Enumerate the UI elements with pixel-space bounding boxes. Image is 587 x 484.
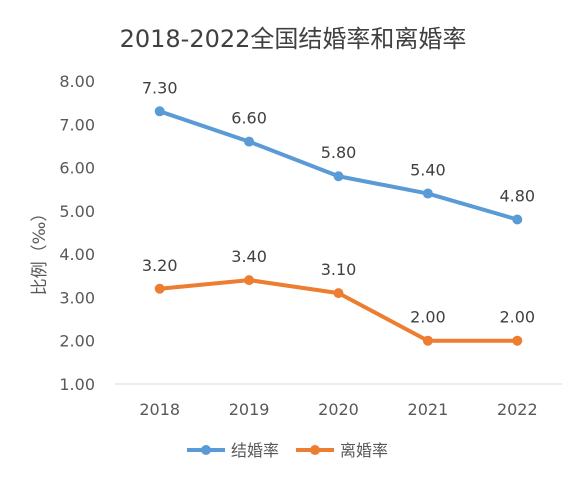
data-label: 3.10 — [321, 260, 357, 279]
data-label: 4.80 — [499, 187, 535, 206]
data-label: 3.40 — [231, 247, 267, 266]
y-tick-label: 2.00 — [59, 332, 95, 351]
data-point — [244, 136, 255, 147]
series-line — [157, 109, 520, 222]
y-tick-label: 6.00 — [59, 159, 95, 178]
y-tick-label: 7.00 — [59, 115, 95, 134]
legend-label: 离婚率 — [340, 441, 388, 460]
data-label: 2.00 — [410, 308, 446, 327]
data-label: 5.40 — [410, 161, 446, 180]
series-layer: 7.30 6.60 5.80 5.40 4.80 3.20 3.40 3.10 2.00 2.00 — [142, 78, 535, 346]
y-axis-label: 比例（‰） — [30, 205, 50, 296]
legend: 结婚率 离婚率 — [187, 441, 388, 460]
legend-marker — [201, 445, 211, 455]
x-axis-ticks: 2018 2019 2020 2021 2022 — [139, 400, 537, 419]
data-point — [244, 275, 255, 286]
y-axis-ticks: 1.00 2.00 3.00 4.00 5.00 6.00 7.00 8.00 — [59, 72, 95, 394]
x-tick-label: 2022 — [497, 400, 538, 419]
data-label: 7.30 — [142, 78, 178, 97]
legend-label: 结婚率 — [231, 441, 279, 460]
data-point — [333, 171, 344, 182]
y-tick-label: 5.00 — [59, 202, 95, 221]
data-point — [512, 335, 523, 346]
data-point — [422, 188, 433, 199]
data-point — [333, 288, 344, 299]
chart-title: 2018-2022全国结婚率和离婚率 — [120, 25, 467, 53]
x-tick-label: 2019 — [229, 400, 270, 419]
data-label: 3.20 — [142, 256, 178, 275]
legend-marker — [310, 445, 320, 455]
series-2: 3.20 3.40 3.10 2.00 2.00 — [142, 247, 535, 346]
data-point — [154, 106, 165, 117]
x-tick-label: 2018 — [139, 400, 180, 419]
y-tick-label: 8.00 — [59, 72, 95, 91]
x-tick-label: 2021 — [408, 400, 449, 419]
data-point — [512, 214, 523, 225]
data-label: 5.80 — [321, 143, 357, 162]
data-label: 6.60 — [231, 109, 267, 128]
y-tick-label: 1.00 — [59, 375, 95, 394]
y-tick-label: 4.00 — [59, 245, 95, 264]
data-label: 2.00 — [499, 308, 535, 327]
data-point — [154, 283, 165, 294]
y-tick-label: 3.00 — [59, 288, 95, 307]
data-point — [422, 335, 433, 346]
x-tick-label: 2020 — [318, 400, 359, 419]
legend-item: 结婚率 — [187, 441, 279, 460]
legend-item: 离婚率 — [296, 441, 388, 460]
series-1: 7.30 6.60 5.80 5.40 4.80 — [142, 78, 535, 225]
